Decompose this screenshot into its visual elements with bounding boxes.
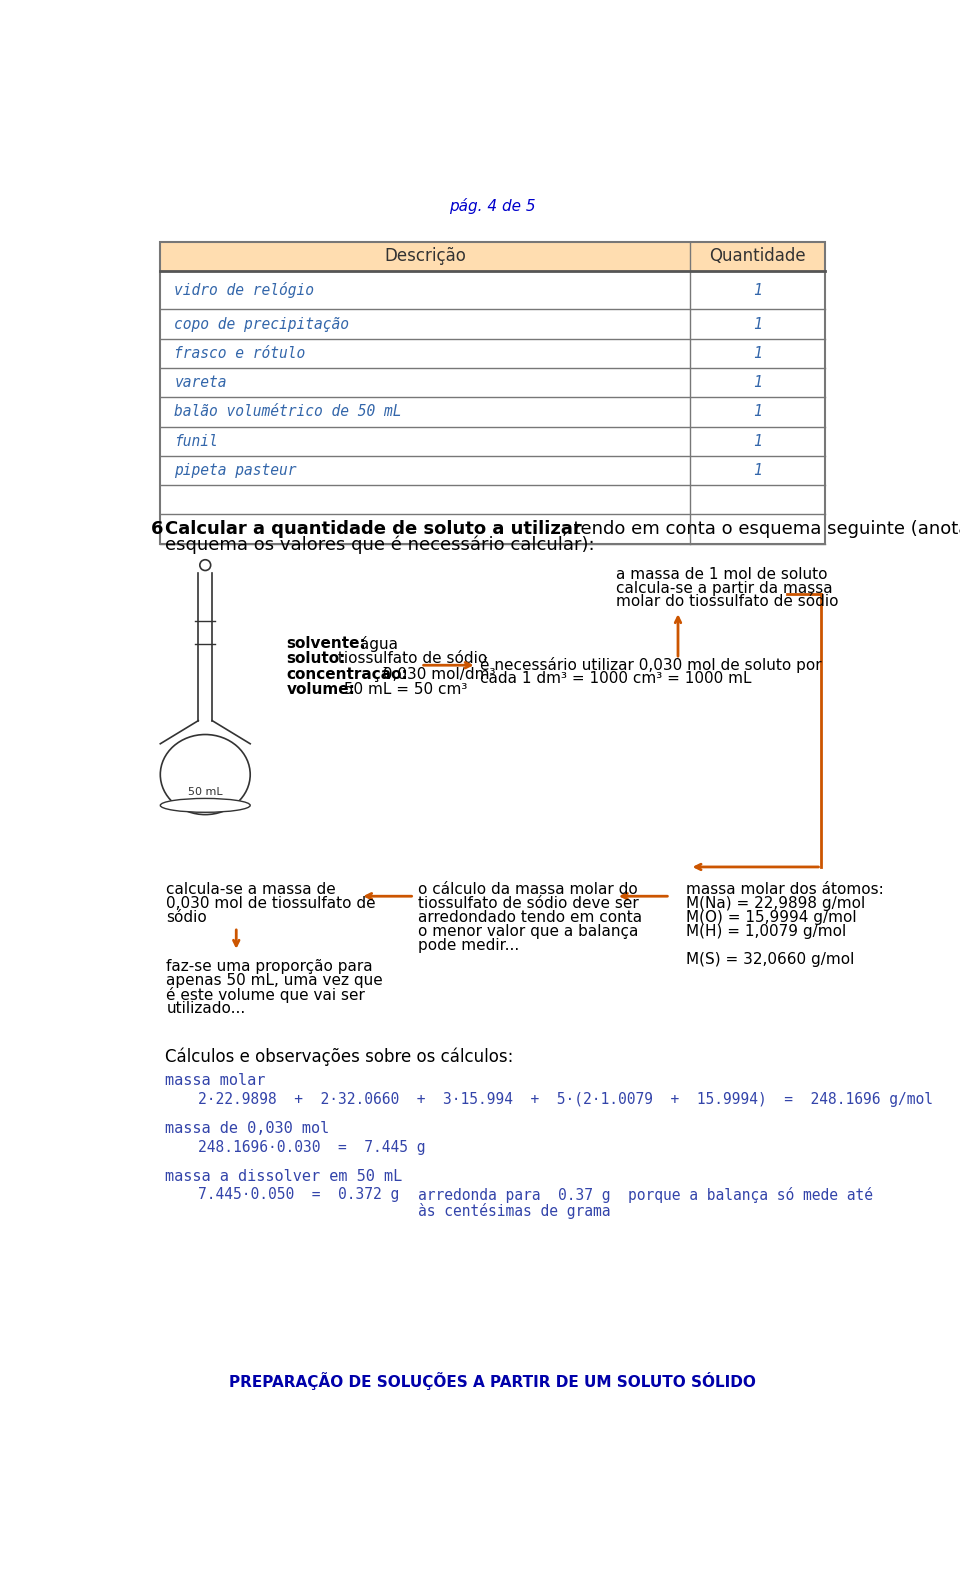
Text: pode medir...: pode medir... bbox=[419, 937, 519, 953]
Text: , tendo em conta o esquema seguinte (anotar no: , tendo em conta o esquema seguinte (ano… bbox=[562, 521, 960, 538]
Text: Quantidade: Quantidade bbox=[709, 248, 805, 265]
Text: massa molar dos átomos:: massa molar dos átomos: bbox=[685, 882, 883, 898]
Text: M(H) = 1,0079 g/mol: M(H) = 1,0079 g/mol bbox=[685, 925, 846, 939]
Text: M(S) = 32,0660 g/mol: M(S) = 32,0660 g/mol bbox=[685, 952, 854, 967]
Ellipse shape bbox=[160, 798, 251, 813]
Text: o cálculo da massa molar do: o cálculo da massa molar do bbox=[419, 882, 638, 898]
Text: PREPARAÇÃO DE SOLUÇÕES A PARTIR DE UM SOLUTO SÓLIDO: PREPARAÇÃO DE SOLUÇÕES A PARTIR DE UM SO… bbox=[228, 1371, 756, 1390]
Text: massa de 0,030 mol: massa de 0,030 mol bbox=[165, 1120, 329, 1136]
Ellipse shape bbox=[160, 734, 251, 814]
Text: molar do tiossulfato de sódio: molar do tiossulfato de sódio bbox=[616, 595, 838, 609]
Text: vidro de relógio: vidro de relógio bbox=[175, 282, 314, 298]
Text: arredondado tendo em conta: arredondado tendo em conta bbox=[419, 911, 642, 925]
Text: 6: 6 bbox=[151, 521, 163, 538]
Text: 1: 1 bbox=[753, 376, 762, 390]
Text: é este volume que vai ser: é este volume que vai ser bbox=[166, 988, 366, 1004]
Text: sódio: sódio bbox=[166, 911, 207, 925]
Text: água: água bbox=[355, 636, 397, 652]
Text: a massa de 1 mol de soluto: a massa de 1 mol de soluto bbox=[616, 567, 828, 582]
Text: calcula-se a partir da massa: calcula-se a partir da massa bbox=[616, 581, 832, 595]
Bar bbox=[160, 241, 826, 543]
Text: tiossulfato de sódio: tiossulfato de sódio bbox=[333, 652, 488, 666]
Text: é necessário utilizar 0,030 mol de soluto por: é necessário utilizar 0,030 mol de solut… bbox=[480, 656, 822, 672]
Text: 50 mL = 50 cm³: 50 mL = 50 cm³ bbox=[339, 682, 468, 697]
Text: 1: 1 bbox=[753, 434, 762, 448]
Text: 2·22.9898  +  2·32.0660  +  3·15.994  +  5·(2·1.0079  +  15.9994)  =  248.1696 g: 2·22.9898 + 2·32.0660 + 3·15.994 + 5·(2·… bbox=[198, 1092, 932, 1106]
Text: utilizado...: utilizado... bbox=[166, 1000, 246, 1016]
Text: solvente:: solvente: bbox=[287, 636, 367, 652]
Text: faz-se uma proporção para: faz-se uma proporção para bbox=[166, 959, 373, 974]
Text: M(O) = 15,9994 g/mol: M(O) = 15,9994 g/mol bbox=[685, 911, 856, 925]
Text: balão volumétrico de 50 mL: balão volumétrico de 50 mL bbox=[175, 404, 401, 420]
Text: Descrição: Descrição bbox=[384, 248, 466, 265]
Bar bbox=[160, 241, 826, 271]
Text: funil: funil bbox=[175, 434, 218, 448]
Text: pág. 4 de 5: pág. 4 de 5 bbox=[448, 199, 536, 215]
Text: Calcular a quantidade de soluto a utilizar: Calcular a quantidade de soluto a utiliz… bbox=[165, 521, 582, 538]
Text: calcula-se a massa de: calcula-se a massa de bbox=[166, 882, 336, 898]
Text: 1: 1 bbox=[753, 404, 762, 420]
Text: 1: 1 bbox=[753, 317, 762, 331]
Text: 7.445·0.050  =  0.372 g: 7.445·0.050 = 0.372 g bbox=[198, 1187, 398, 1202]
Text: frasco e rótulo: frasco e rótulo bbox=[175, 346, 305, 361]
Text: soluto:: soluto: bbox=[287, 652, 346, 666]
Text: M(Na) = 22,9898 g/mol: M(Na) = 22,9898 g/mol bbox=[685, 896, 865, 911]
Text: esquema os valores que é necessário calcular):: esquema os valores que é necessário calc… bbox=[165, 537, 594, 554]
Text: o menor valor que a balança: o menor valor que a balança bbox=[419, 925, 638, 939]
Text: 1: 1 bbox=[753, 282, 762, 298]
Text: volume:: volume: bbox=[287, 682, 355, 697]
Text: às centésimas de grama: às centésimas de grama bbox=[419, 1202, 611, 1218]
Text: 248.1696·0.030  =  7.445 g: 248.1696·0.030 = 7.445 g bbox=[198, 1139, 425, 1155]
Text: arredonda para  0.37 g  porque a balança só mede até: arredonda para 0.37 g porque a balança s… bbox=[419, 1187, 874, 1204]
Text: 0,030 mol/dm³: 0,030 mol/dm³ bbox=[378, 667, 495, 682]
Text: cada 1 dm³ = 1000 cm³ = 1000 mL: cada 1 dm³ = 1000 cm³ = 1000 mL bbox=[480, 671, 752, 685]
Text: pipeta pasteur: pipeta pasteur bbox=[175, 462, 297, 478]
Circle shape bbox=[200, 560, 210, 571]
Text: massa molar: massa molar bbox=[165, 1073, 265, 1089]
Text: massa a dissolver em 50 mL: massa a dissolver em 50 mL bbox=[165, 1169, 402, 1184]
Text: apenas 50 mL, uma vez que: apenas 50 mL, uma vez que bbox=[166, 974, 383, 988]
Text: 1: 1 bbox=[753, 346, 762, 361]
Text: tiossulfato de sódio deve ser: tiossulfato de sódio deve ser bbox=[419, 896, 639, 911]
Text: 0,030 mol de tiossulfato de: 0,030 mol de tiossulfato de bbox=[166, 896, 376, 911]
Text: copo de precipitação: copo de precipitação bbox=[175, 317, 349, 331]
Text: concentração:: concentração: bbox=[287, 667, 408, 682]
Text: vareta: vareta bbox=[175, 376, 227, 390]
Text: 1: 1 bbox=[753, 462, 762, 478]
Text: 50 mL: 50 mL bbox=[188, 787, 223, 797]
Text: Cálculos e observações sobre os cálculos:: Cálculos e observações sobre os cálculos… bbox=[165, 1048, 514, 1067]
